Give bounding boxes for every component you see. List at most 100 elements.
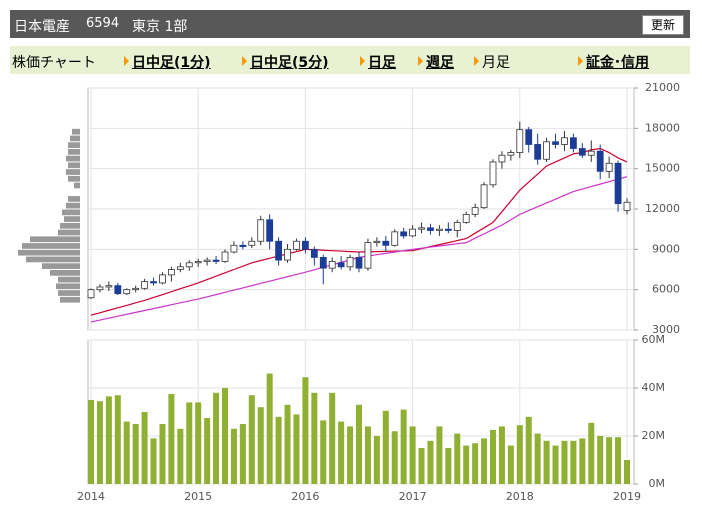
volume-bar (159, 424, 166, 484)
volume-bar (543, 440, 550, 484)
volume-bar (427, 440, 434, 484)
candle-body (185, 262, 193, 268)
candle-body (364, 242, 372, 269)
volume-bar (391, 431, 398, 484)
candle-body (409, 228, 417, 237)
moving-average (90, 147, 628, 316)
price-volume-bar (66, 202, 80, 209)
nav-link[interactable]: 証金･信用 (586, 55, 649, 71)
price-volume-bar (68, 162, 80, 169)
volume-bar (150, 438, 157, 484)
volume-bar (204, 418, 211, 484)
volume-bar (561, 440, 568, 484)
volume-bar (186, 402, 193, 484)
price-volume-bar (58, 290, 80, 296)
candle-body (105, 285, 113, 288)
candle-body (525, 129, 533, 145)
volume-bar (382, 410, 389, 484)
volume-bar (168, 394, 175, 484)
price-volume-bar (60, 296, 80, 303)
y-tick-label: 21000 (645, 81, 680, 94)
volume-bar (239, 424, 246, 484)
candle-body (534, 144, 542, 160)
candle-body (498, 154, 506, 163)
refresh-button[interactable]: 更新 (642, 15, 684, 35)
candle-body (239, 244, 247, 248)
volume-bar (88, 400, 94, 484)
nav-link[interactable]: 日足 (368, 55, 396, 71)
price-volume-bar (66, 155, 80, 162)
volume-bar (320, 420, 327, 484)
price-volume-bar (18, 249, 80, 256)
volume-bar (213, 392, 220, 484)
y-tick-label: 15000 (645, 162, 680, 175)
candle-body (427, 227, 434, 231)
volume-bar (248, 395, 255, 484)
nav-link[interactable]: 日中足(1分) (132, 55, 211, 71)
price-volume-bar (58, 276, 80, 283)
volume-bar (338, 421, 345, 484)
price-volume-bar (58, 229, 80, 236)
candle-body (382, 240, 390, 246)
candle-body (221, 251, 229, 262)
price-volume-bar (68, 149, 80, 155)
volume-bar (409, 426, 416, 484)
nav-link[interactable]: 日中足(5分) (250, 55, 329, 71)
volume-bar (472, 443, 479, 484)
volume-bar (552, 445, 559, 484)
candle-body (462, 213, 470, 223)
volume-bar (257, 407, 264, 484)
candle-body (373, 240, 381, 244)
candle-body (543, 141, 550, 160)
x-tick-label: 2015 (184, 490, 212, 503)
y-tick-label: 6000 (652, 283, 680, 296)
market: 東京 1部 (132, 19, 188, 35)
candle-body (578, 148, 586, 156)
candle-body (328, 261, 336, 269)
x-tick-label: 2017 (399, 490, 427, 503)
arrow-icon (360, 56, 365, 66)
candle-body (248, 240, 256, 246)
nav-link[interactable]: 週足 (426, 55, 454, 71)
candle-body (561, 137, 568, 145)
y-tick-label: 9000 (652, 242, 680, 255)
candle-body (167, 269, 175, 276)
header: 日本電産 6594 東京 1部 更新 (10, 10, 690, 38)
candle-body (266, 219, 274, 242)
volume-bar (418, 448, 425, 484)
candle-body (203, 259, 211, 262)
x-tick-label: 2018 (506, 490, 534, 503)
volume-bar (230, 428, 237, 484)
candle-body (293, 240, 300, 250)
y-tick-label: 3000 (652, 323, 680, 336)
candle-body (471, 207, 479, 215)
nav-item: 週足 (418, 52, 454, 72)
candle-body (301, 240, 309, 250)
volume-bar (588, 422, 595, 484)
arrow-icon (124, 56, 129, 66)
price-volume-bar (66, 169, 80, 175)
candle-body (418, 227, 425, 230)
arrow-icon (474, 56, 479, 66)
volume-bar (329, 392, 336, 484)
candle-body (337, 262, 345, 268)
candle-body (230, 244, 238, 253)
price-volume-bar (50, 270, 80, 276)
candle-body (87, 289, 95, 299)
volume-bar (579, 438, 586, 484)
y-tick-label: 18000 (645, 121, 680, 134)
candle-body (141, 281, 149, 289)
volume-bar (356, 404, 362, 484)
volume-bar (293, 414, 300, 484)
arrow-icon (578, 56, 583, 66)
x-tick-label: 2014 (77, 490, 105, 503)
volume-bar (445, 448, 452, 484)
candle-body (570, 137, 577, 149)
candle-body (480, 184, 488, 209)
price-volume-bar (42, 263, 80, 269)
candle-body (194, 261, 202, 264)
candle-body (212, 259, 220, 262)
candle-body (319, 256, 327, 269)
